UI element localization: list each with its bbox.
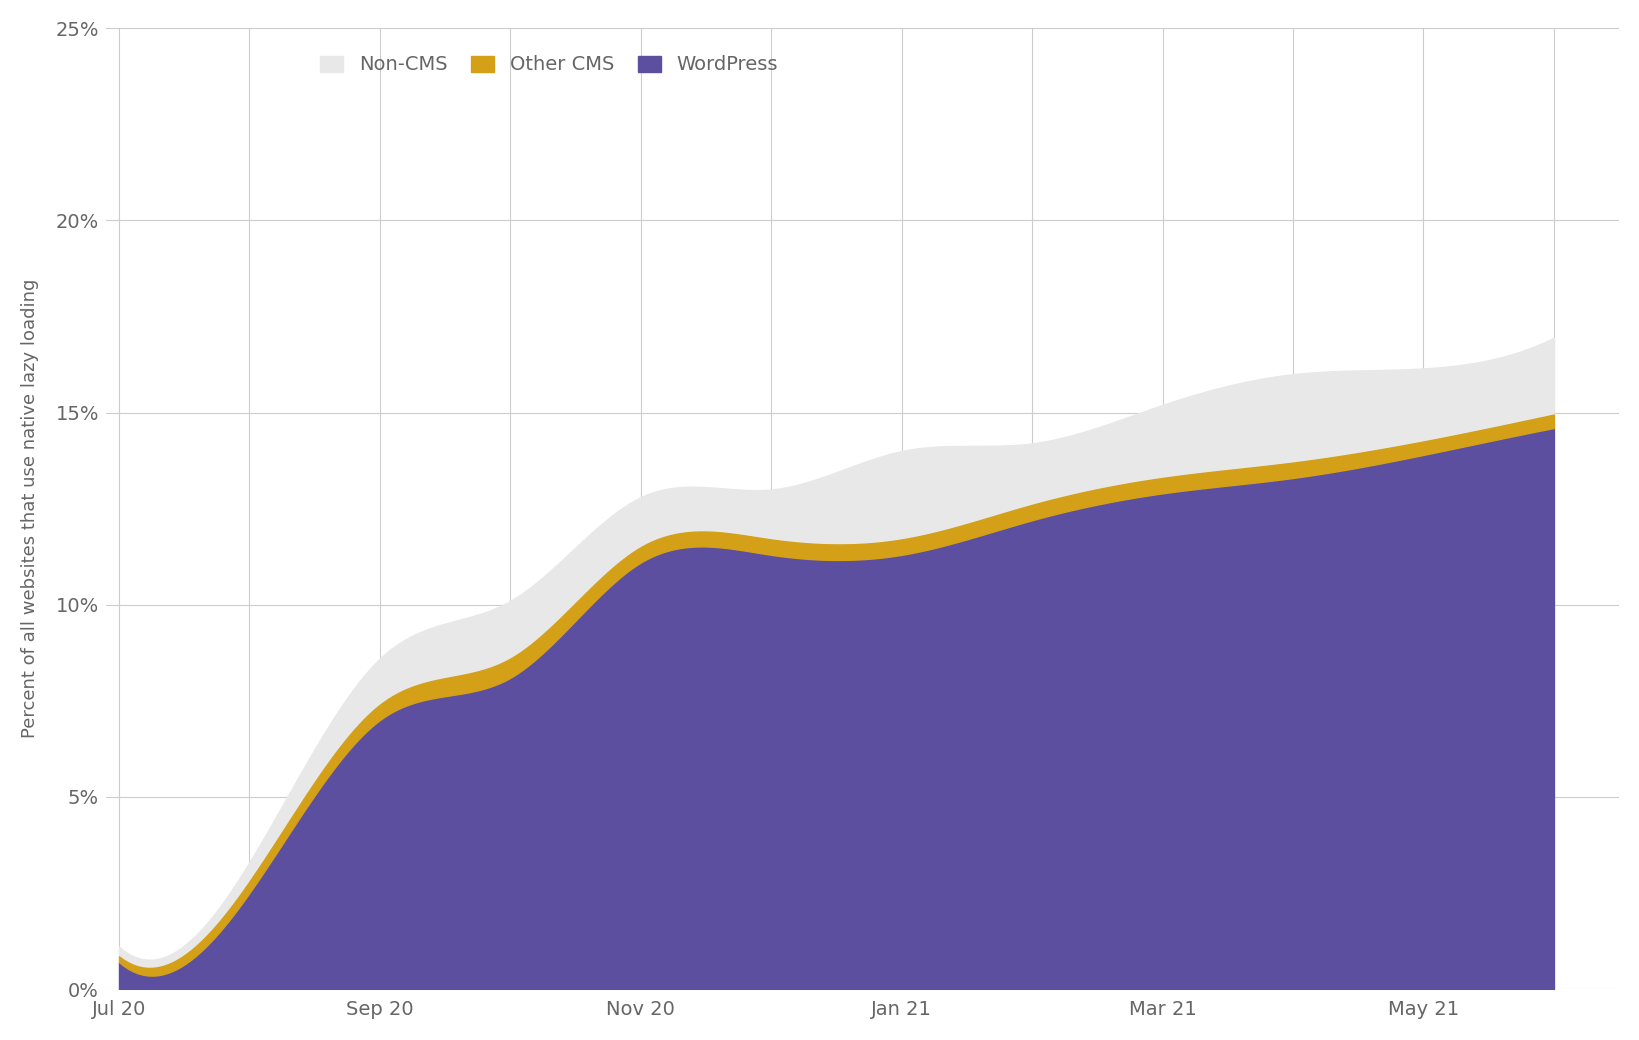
Legend: Non-CMS, Other CMS, WordPress: Non-CMS, Other CMS, WordPress: [311, 48, 785, 82]
Y-axis label: Percent of all websites that use native lazy loading: Percent of all websites that use native …: [21, 279, 39, 738]
